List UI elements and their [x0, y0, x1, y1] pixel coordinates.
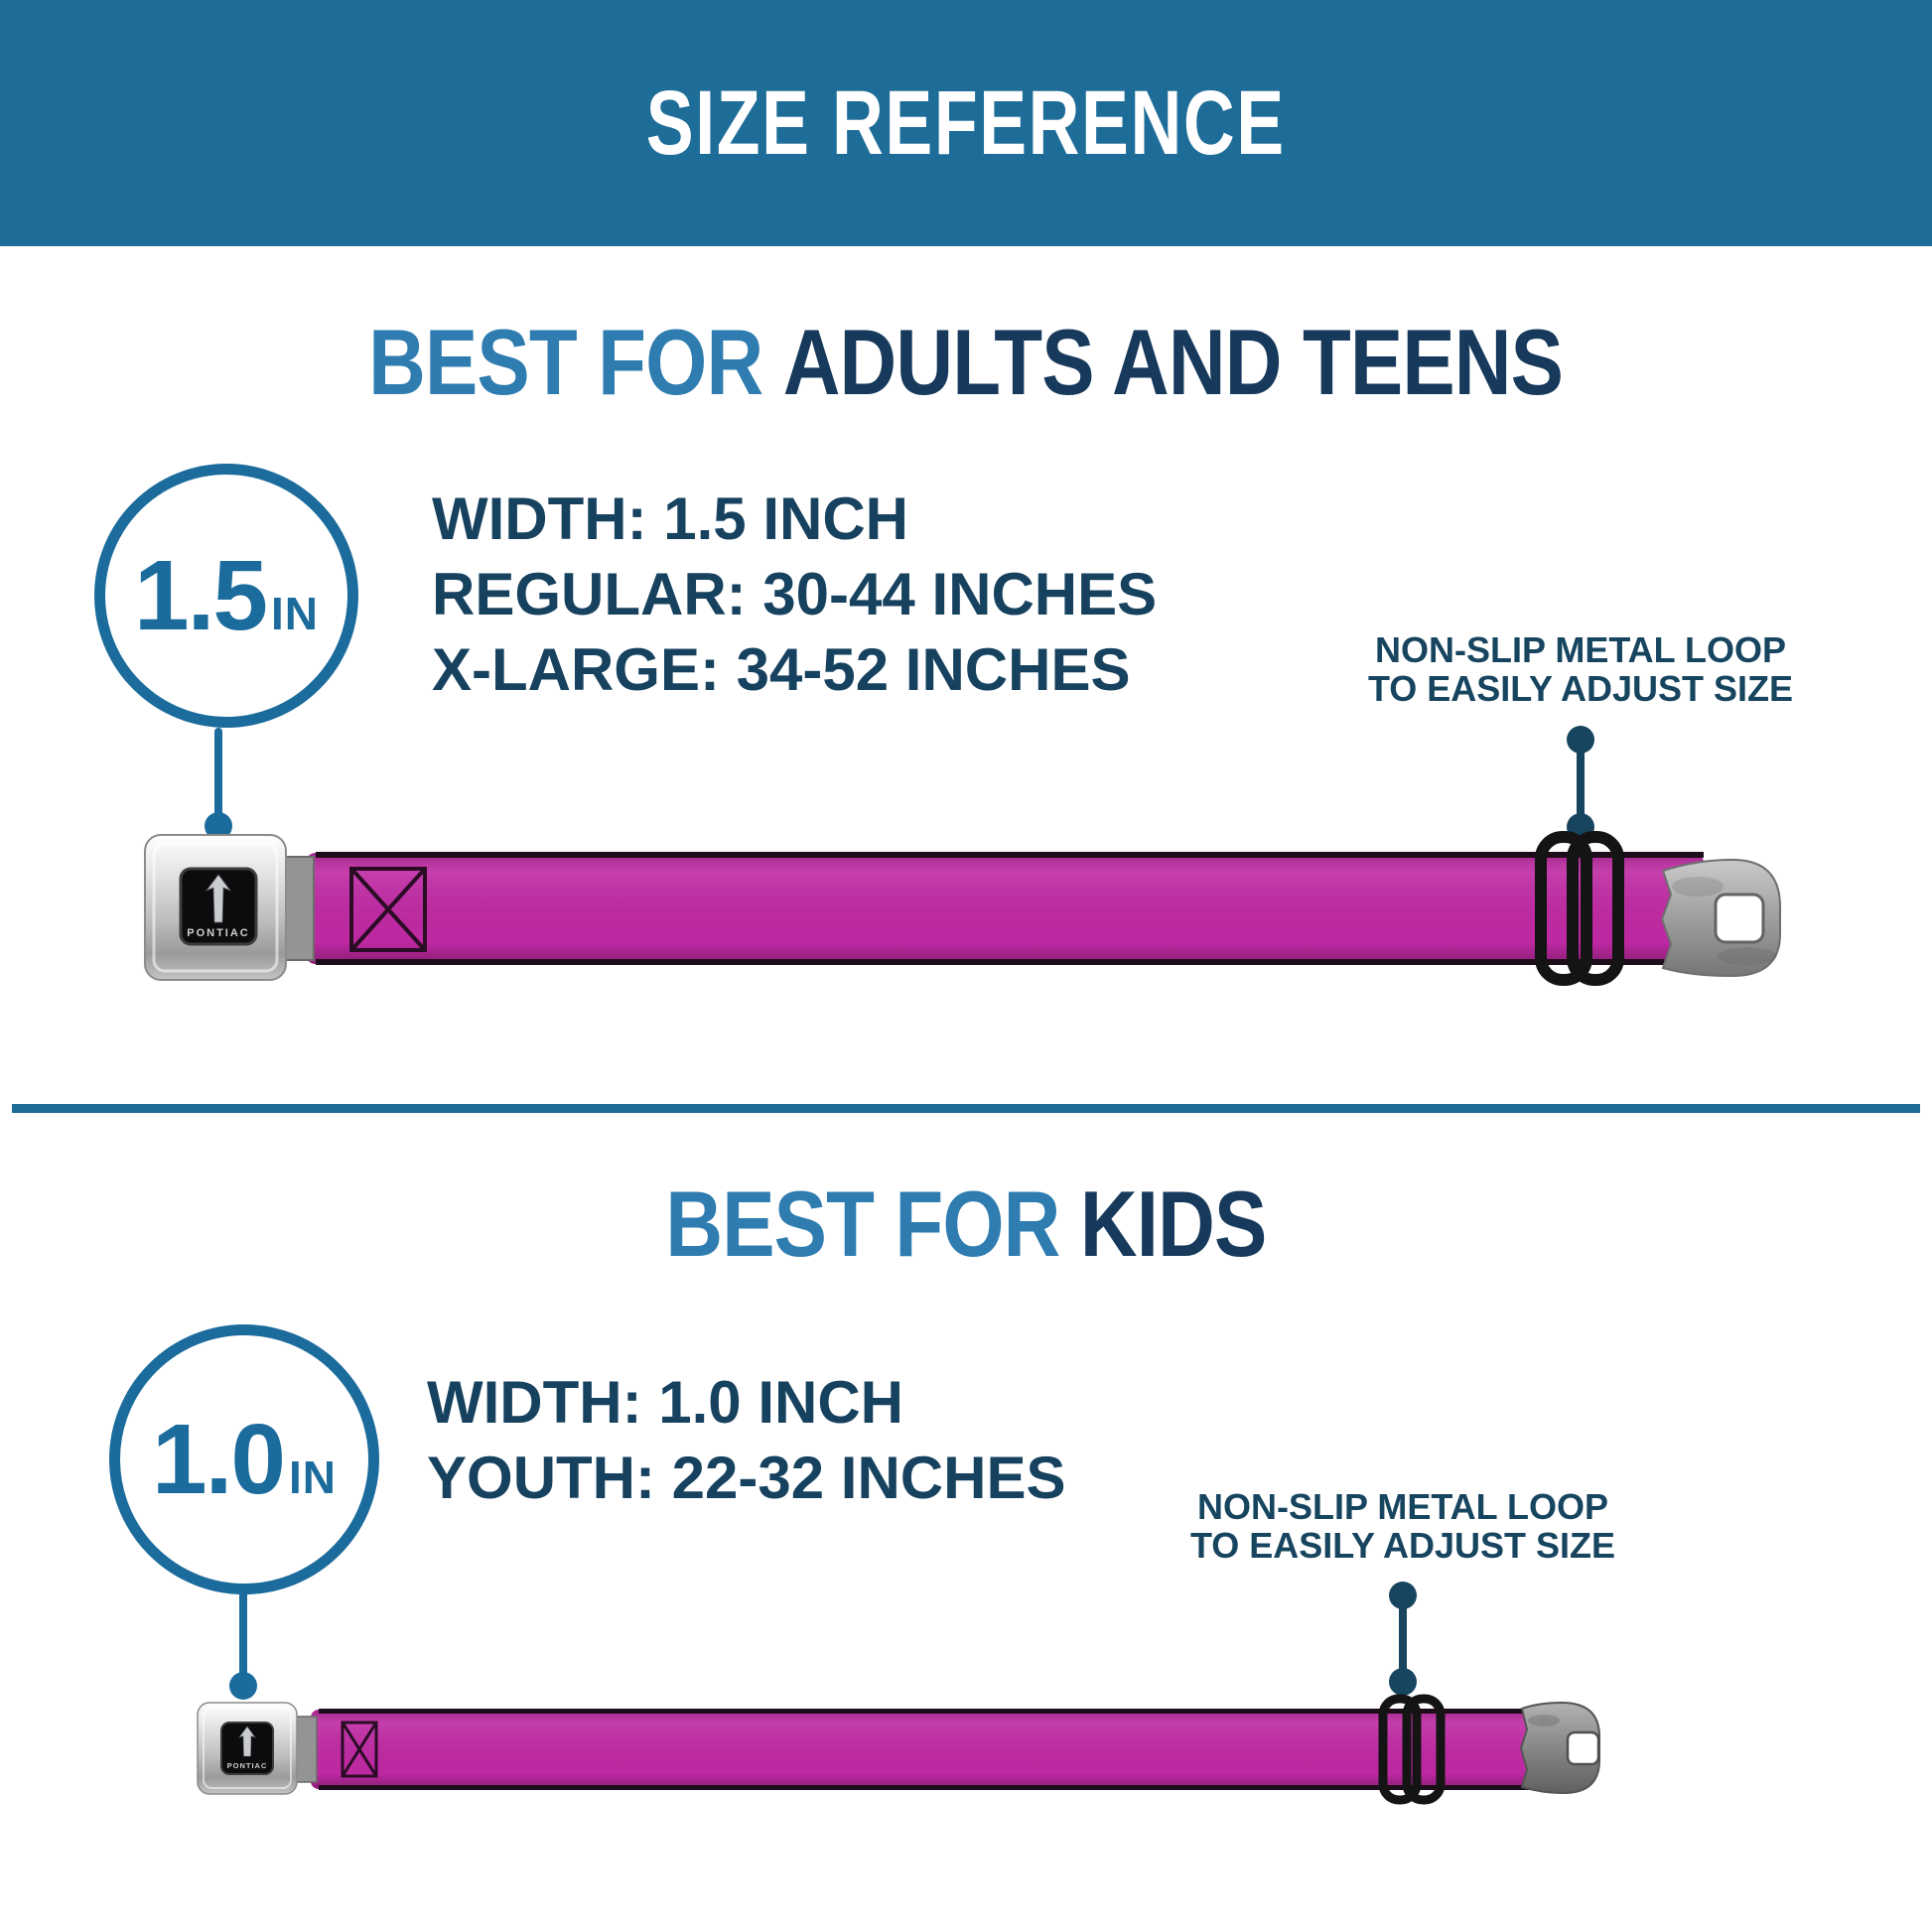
circle-pointer-line	[239, 1590, 247, 1685]
metal-loop-callout-adults: NON-SLIP METAL LOOP TO EASILY ADJUST SIZ…	[1322, 630, 1839, 708]
callout-pointer-dot	[1567, 726, 1594, 754]
spec-list-kids: WIDTH: 1.0 INCH YOUTH: 22-32 INCHES	[427, 1365, 1065, 1516]
size-unit: IN	[289, 1450, 337, 1503]
buckle-latch	[294, 1716, 318, 1783]
page-title: SIZE REFERENCE	[646, 71, 1286, 174]
callout-line1: NON-SLIP METAL LOOP	[1196, 1486, 1609, 1527]
pontiac-logo-icon	[205, 874, 232, 923]
heading-rest: ADULTS AND TEENS	[783, 310, 1564, 414]
spec-line-regular: REGULAR: 30-44 INCHES	[432, 561, 1158, 627]
seatbelt-buckle: PONTIAC	[197, 1702, 298, 1795]
belt-webbing-shading	[311, 1710, 1554, 1789]
box-stitch	[341, 1721, 378, 1778]
width-size-badge-adults: 1.5 IN	[94, 464, 358, 728]
spec-list-adults: WIDTH: 1.5 INCH REGULAR: 30-44 INCHES X-…	[432, 482, 1157, 708]
buckle-latch	[283, 856, 315, 961]
belt-edge-top	[316, 852, 1704, 858]
pontiac-logo-icon	[238, 1725, 256, 1757]
buckle-brand-text: PONTIAC	[227, 1761, 268, 1770]
section-heading-adults: BEST FOR ADULTS AND TEENS	[0, 316, 1932, 409]
belt-webbing-shading	[306, 853, 1704, 964]
heading-highlight: BEST FOR	[665, 1172, 1060, 1276]
metal-tip	[1519, 1701, 1600, 1795]
buckle-brand-text: PONTIAC	[187, 927, 250, 939]
belt-edge-top	[319, 1709, 1554, 1714]
callout-line2: TO EASILY ADJUST SIZE	[1189, 1525, 1616, 1566]
spec-line-width: WIDTH: 1.5 INCH	[432, 485, 908, 552]
spec-line-width: WIDTH: 1.0 INCH	[427, 1369, 903, 1436]
section-heading-kids: BEST FOR KIDS	[0, 1177, 1932, 1271]
size-value: 1.0	[151, 1403, 286, 1515]
belt-edge-bottom	[319, 1785, 1554, 1790]
callout-pointer-dot	[1389, 1582, 1417, 1609]
circle-pointer-dot	[229, 1672, 257, 1700]
adult-belt-image: PONTIAC	[144, 831, 1781, 986]
section-divider	[12, 1104, 1920, 1113]
spec-line-xlarge: X-LARGE: 34-52 INCHES	[432, 636, 1131, 703]
belt-edge-bottom	[316, 959, 1704, 965]
size-value: 1.5	[133, 539, 268, 651]
width-size-badge-kids: 1.0 IN	[109, 1324, 379, 1594]
banner: SIZE REFERENCE	[0, 0, 1932, 246]
callout-pointer-dot	[1389, 1668, 1417, 1696]
metal-adjuster-loop	[1378, 1694, 1446, 1805]
metal-tip-hole	[1566, 1730, 1600, 1766]
spec-line-youth: YOUTH: 22-32 INCHES	[427, 1445, 1066, 1511]
metal-tip-hole	[1714, 893, 1765, 944]
circle-pointer-line	[214, 728, 222, 823]
heading-rest: KIDS	[1080, 1172, 1267, 1276]
seatbelt-buckle: PONTIAC	[144, 834, 287, 981]
callout-pointer-line	[1399, 1595, 1407, 1683]
callout-line1: NON-SLIP METAL LOOP	[1374, 629, 1787, 670]
kids-belt-image: PONTIAC	[197, 1694, 1600, 1805]
size-unit: IN	[271, 587, 319, 639]
callout-line2: TO EASILY ADJUST SIZE	[1367, 668, 1794, 709]
metal-tip	[1660, 858, 1781, 978]
heading-highlight: BEST FOR	[368, 310, 764, 414]
metal-adjuster-loop	[1535, 831, 1624, 986]
metal-loop-callout-kids: NON-SLIP METAL LOOP TO EASILY ADJUST SIZ…	[1145, 1487, 1661, 1565]
callout-pointer-line	[1577, 740, 1585, 827]
box-stitch	[349, 867, 427, 952]
